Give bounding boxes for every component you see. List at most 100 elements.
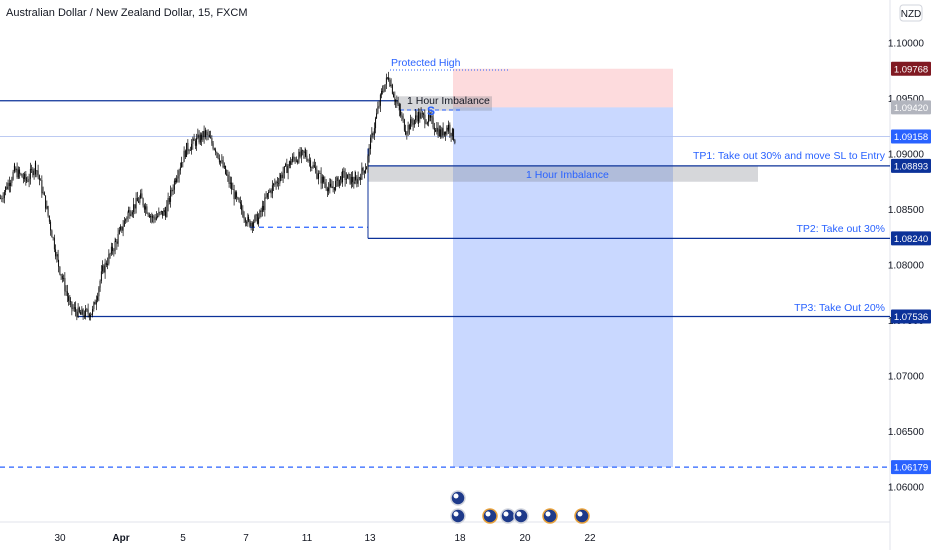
event-flag-icon[interactable] xyxy=(542,508,558,524)
candle-body xyxy=(197,134,199,138)
candle-body xyxy=(395,100,397,102)
candle-body xyxy=(426,122,428,124)
candle-body xyxy=(85,309,87,317)
candle-body xyxy=(275,181,277,185)
candle-body xyxy=(184,150,186,157)
candle-body xyxy=(400,109,402,116)
event-flag-icon[interactable] xyxy=(500,508,516,524)
candle-body xyxy=(442,128,444,136)
candle-body xyxy=(189,150,191,151)
candle-body xyxy=(153,216,155,219)
candle-body xyxy=(92,308,94,314)
time-tick-label: Apr xyxy=(112,533,129,544)
price-tags-layer: 1.09768 1.09420 1.09158 1.08893 1.08240 1.075… xyxy=(891,61,931,475)
price-tag[interactable] xyxy=(891,309,931,324)
event-flag-icon[interactable] xyxy=(482,508,498,524)
zone-stop[interactable] xyxy=(453,68,673,108)
imbalance-lower-label[interactable]: 1 Hour Imbalance xyxy=(526,169,609,181)
candle-body xyxy=(223,165,225,168)
candle-body xyxy=(35,162,37,171)
zone-imbalance-1h[interactable] xyxy=(368,166,758,182)
economic-events[interactable] xyxy=(450,490,590,524)
price-tag[interactable] xyxy=(891,231,931,246)
candle-body xyxy=(290,161,292,165)
candle-body xyxy=(406,132,408,135)
candle-body xyxy=(292,156,294,161)
candle-body xyxy=(217,153,219,159)
tp3-label[interactable]: TP3: Take Out 20% xyxy=(794,302,885,314)
candle-body xyxy=(234,192,236,200)
candle-body xyxy=(331,186,333,189)
candle-body xyxy=(263,205,265,211)
candle-body xyxy=(56,254,58,257)
zone-target[interactable] xyxy=(453,107,673,468)
price-tag-label: 1.08893 xyxy=(894,161,928,172)
candle-body xyxy=(107,263,109,266)
event-flag-icon[interactable] xyxy=(574,508,590,524)
candle-body xyxy=(78,307,80,313)
candle-body xyxy=(304,152,306,153)
candle-body xyxy=(15,168,17,171)
tp2-label[interactable]: TP2: Take out 30% xyxy=(796,223,885,235)
candle-body xyxy=(95,300,97,305)
candle-body xyxy=(203,131,205,138)
currency-badge[interactable] xyxy=(899,4,923,22)
candle-body xyxy=(401,115,403,117)
time-axis[interactable]: 30 Apr 5 7 11 13 18 20 22 xyxy=(54,533,596,544)
candle-body xyxy=(110,246,112,254)
candle-body xyxy=(159,212,161,213)
price-tag[interactable] xyxy=(891,129,931,144)
candle-body xyxy=(248,216,250,220)
candle-body xyxy=(115,241,117,242)
candle-body xyxy=(307,159,309,161)
event-flag-icon[interactable] xyxy=(450,490,466,506)
candle-body xyxy=(97,296,99,301)
candle-body xyxy=(415,115,417,121)
candle-body xyxy=(12,171,14,180)
price-tag[interactable] xyxy=(891,158,931,173)
candle-body xyxy=(114,241,116,251)
candle-body xyxy=(382,90,384,92)
candle-body xyxy=(31,168,33,170)
candle-body xyxy=(187,142,189,151)
candle-body xyxy=(121,226,123,231)
candle-body xyxy=(21,174,23,178)
candle-body xyxy=(363,170,365,173)
price-tag-label: 1.06179 xyxy=(894,463,928,474)
protected-high-label[interactable]: Protected High xyxy=(391,57,461,69)
candle-body xyxy=(37,170,39,176)
candle-body xyxy=(183,150,185,163)
candle-body xyxy=(229,182,231,184)
candle-body xyxy=(71,301,73,309)
candle-body xyxy=(228,176,230,184)
candle-body xyxy=(72,308,74,310)
candle-body xyxy=(207,134,209,136)
price-tag[interactable] xyxy=(891,100,931,115)
zone-imbalance-4h[interactable] xyxy=(398,96,492,111)
candle-body xyxy=(225,165,227,174)
candle-body xyxy=(261,205,263,212)
candle-body xyxy=(99,280,101,288)
candle-body xyxy=(129,209,131,216)
candle-body xyxy=(193,138,195,141)
event-flag-icon[interactable] xyxy=(513,508,529,524)
candle-body xyxy=(7,182,9,189)
candle-body xyxy=(367,156,369,168)
price-tag[interactable] xyxy=(891,61,931,76)
event-flag-icon[interactable] xyxy=(450,508,466,524)
candle-body xyxy=(338,179,340,186)
candle-body xyxy=(387,77,389,79)
candle-body xyxy=(135,197,137,209)
candle-body xyxy=(211,138,213,144)
price-tag[interactable] xyxy=(891,460,931,475)
candle-body xyxy=(355,176,357,180)
tp1-label[interactable]: TP1: Take out 30% and move SL to Entry xyxy=(693,150,886,162)
candle-body xyxy=(77,307,79,318)
candle-body xyxy=(451,128,453,137)
candle-body xyxy=(321,176,323,184)
candle-body xyxy=(433,127,435,131)
candle-body xyxy=(181,162,183,168)
candle-body xyxy=(429,114,431,118)
imbalance-upper-label[interactable]: 1 Hour Imbalance xyxy=(407,95,490,107)
